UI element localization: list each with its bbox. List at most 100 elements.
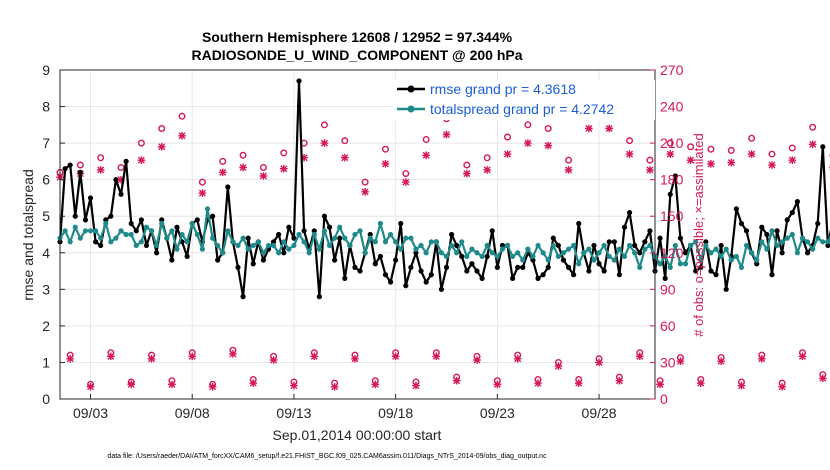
totalspread-point <box>133 242 139 249</box>
rmse-point <box>738 220 745 227</box>
rmse-point <box>154 250 160 256</box>
totalspread-point <box>194 231 200 238</box>
obs-assimilated-point <box>503 150 512 158</box>
totalspread-point <box>240 235 246 241</box>
totalspread-point <box>174 246 180 252</box>
totalspread-point <box>672 242 678 249</box>
totalspread-point <box>560 250 567 256</box>
totalspread-point <box>286 246 292 252</box>
y2-tick-label: 0 <box>660 391 668 407</box>
rmse-point <box>382 272 389 278</box>
totalspread-point <box>209 235 216 241</box>
totalspread-point <box>225 228 231 234</box>
y2-tick-label: 210 <box>660 135 684 151</box>
y2-tick-label: 240 <box>660 99 684 115</box>
rmse-point <box>540 272 546 278</box>
obs-assimilated-point <box>218 168 227 177</box>
totalspread-point <box>159 220 165 227</box>
rmse-point <box>235 264 241 270</box>
totalspread-point <box>698 257 704 263</box>
obs-possible-point <box>483 154 491 162</box>
y-tick-label: 8 <box>42 99 50 115</box>
totalspread-point <box>454 250 460 256</box>
obs-assimilated-point <box>483 166 491 174</box>
totalspread-point <box>98 235 104 241</box>
totalspread-point <box>693 239 699 245</box>
totalspread-point <box>220 250 226 256</box>
rmse-point <box>550 235 556 241</box>
obs-assimilated-point <box>819 374 827 383</box>
legend: rmse grand pr = 4.3618 totalspread grand… <box>393 80 655 120</box>
totalspread-point <box>769 228 775 234</box>
rmse-point <box>403 283 409 289</box>
y-tick-label: 0 <box>42 391 50 407</box>
totalspread-point <box>555 253 561 260</box>
rmse-point <box>565 264 572 270</box>
totalspread-point <box>245 246 251 252</box>
obs-possible-point <box>646 156 654 164</box>
totalspread-point <box>601 242 607 249</box>
y-tick-label: 6 <box>42 172 50 188</box>
rmse-point <box>311 228 317 234</box>
rmse-point <box>418 268 424 274</box>
rmse-point <box>560 257 567 263</box>
rmse-point <box>555 242 561 249</box>
rmse-point <box>72 213 78 219</box>
rmse-point <box>408 264 414 270</box>
rmse-point <box>672 173 678 179</box>
obs-possible-point <box>565 156 573 164</box>
rmse-point <box>743 228 750 234</box>
obs-assimilated-point <box>157 142 166 151</box>
obs-assimilated-point <box>117 175 125 184</box>
totalspread-point <box>128 231 134 238</box>
rmse-point <box>103 217 109 223</box>
obs-assimilated-point <box>666 150 675 158</box>
x-tick-label: 09/18 <box>378 405 413 421</box>
rmse-point <box>520 264 526 270</box>
obs-assimilated-point <box>524 139 532 147</box>
rmse-point <box>316 294 322 300</box>
obs-assimilated-point <box>717 357 725 366</box>
obs-possible-point <box>259 163 267 171</box>
totalspread-point <box>784 235 790 241</box>
rmse-point <box>448 231 455 238</box>
rmse-point <box>586 268 592 274</box>
rmse-point <box>733 206 739 212</box>
y2-tick-label: 150 <box>660 208 684 224</box>
rmse-point <box>128 220 134 227</box>
obs-assimilated-point <box>696 379 705 387</box>
rmse-point <box>174 224 180 230</box>
totalspread-point <box>606 253 612 260</box>
legend-spread-marker <box>407 105 415 113</box>
rmse-point <box>677 235 684 241</box>
totalspread-point <box>774 242 780 249</box>
totalspread-point <box>810 246 816 252</box>
legend-rmse-marker <box>407 85 415 93</box>
totalspread-point <box>682 261 689 267</box>
rmse-point <box>98 242 104 249</box>
totalspread-point <box>398 246 404 252</box>
rmse-point <box>769 272 775 278</box>
obs-assimilated-point <box>259 172 268 180</box>
totalspread-point <box>301 239 307 245</box>
obs-possible-point <box>361 178 369 186</box>
rmse-point <box>92 239 99 245</box>
obs-possible-point <box>381 145 389 153</box>
obs-assimilated-point <box>402 178 410 186</box>
obs-assimilated-point <box>96 166 105 174</box>
rmse-point <box>113 177 119 183</box>
totalspread-point <box>504 242 511 249</box>
totalspread-point <box>738 264 745 270</box>
obs-possible-point <box>463 161 471 169</box>
totalspread-point <box>759 239 765 245</box>
obs-assimilated-point <box>768 161 776 169</box>
totalspread-point <box>687 242 694 249</box>
rmse-point <box>820 144 826 150</box>
totalspread-point <box>779 239 785 245</box>
totalspread-point <box>494 253 500 260</box>
totalspread-point <box>281 239 287 245</box>
rmse-point <box>209 213 216 219</box>
totalspread-point <box>448 242 455 249</box>
y-tick-label: 2 <box>42 318 50 334</box>
rmse-point <box>474 268 480 274</box>
